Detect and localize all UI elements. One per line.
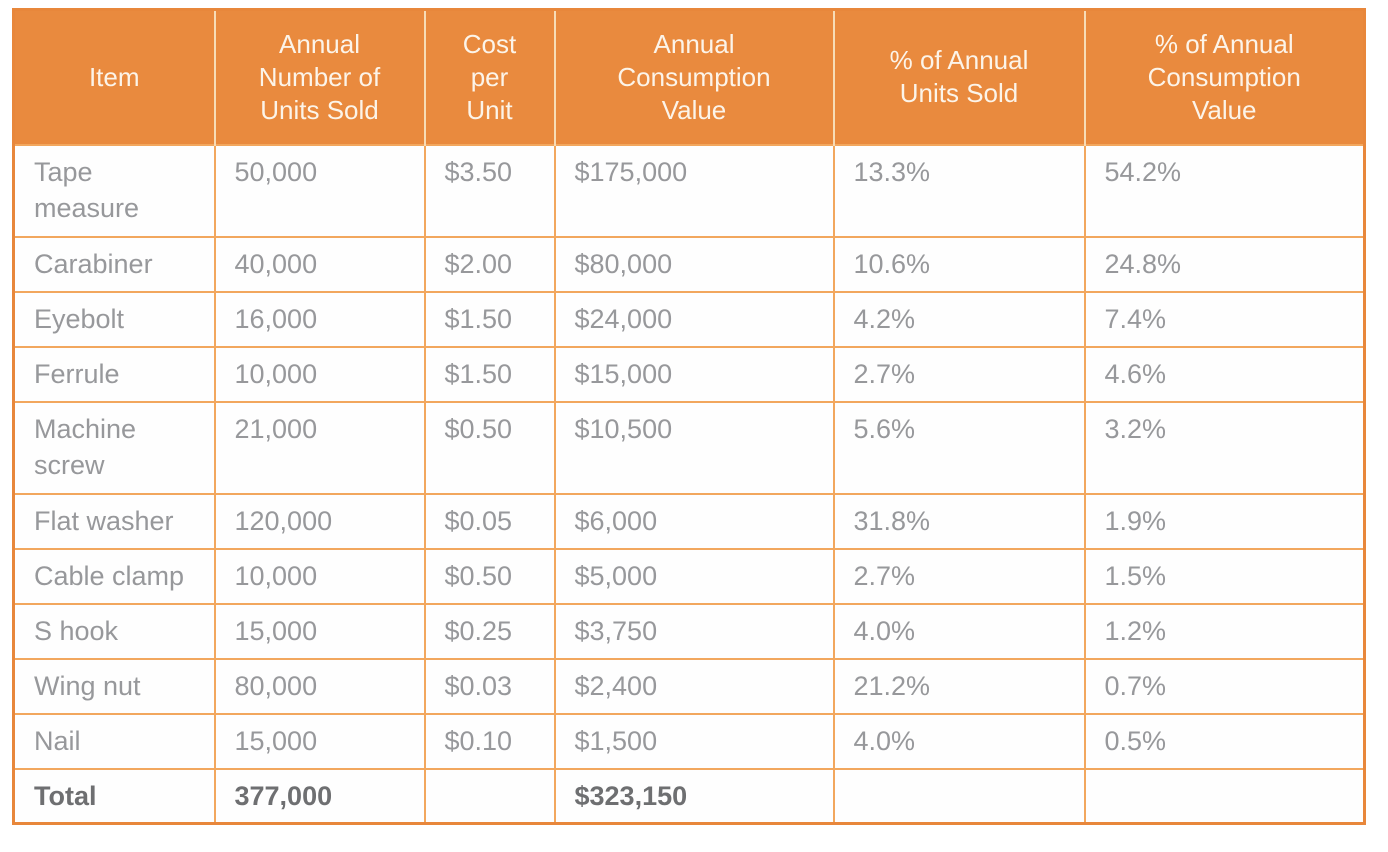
column-header-pct-annual-consumption-value: % of Annual Consumption Value (1083, 9, 1365, 145)
row-wing-nut: Wing nut 80,000 $0.03 $2,400 21.2% 0.7% (12, 657, 1366, 715)
cell-units-sold: 50,000 (213, 143, 426, 238)
cell-cost-per-unit: $0.10 (423, 712, 556, 770)
column-header-annual-units-sold: Annual Number of Units Sold (213, 9, 425, 145)
cell-item: Nail (12, 712, 216, 770)
cell-pct-units-sold: 21.2% (832, 657, 1086, 715)
cell-units-sold: 10,000 (213, 547, 426, 605)
cell-pct-consumption-value: 0.7% (1083, 657, 1366, 715)
cell-pct-consumption-value: 24.8% (1083, 235, 1366, 293)
cell-pct-consumption-value: 1.2% (1083, 602, 1366, 660)
cell-consumption-value: $5,000 (553, 547, 835, 605)
cell-pct-units-sold: 31.8% (832, 492, 1086, 550)
row-carabiner: Carabiner 40,000 $2.00 $80,000 10.6% 24.… (12, 235, 1366, 293)
cell-consumption-value: $1,500 (553, 712, 835, 770)
row-total: Total 377,000 $323,150 (12, 767, 1366, 825)
cell-pct-consumption-value: 1.5% (1083, 547, 1366, 605)
column-header-item: Item (13, 9, 215, 145)
cell-consumption-value: $6,000 (553, 492, 835, 550)
cell-total-consumption-value: $323,150 (553, 767, 835, 825)
cell-item: Wing nut (12, 657, 216, 715)
row-cable-clamp: Cable clamp 10,000 $0.50 $5,000 2.7% 1.5… (12, 547, 1366, 605)
cell-pct-consumption-value: 54.2% (1083, 143, 1366, 238)
cell-units-sold: 15,000 (213, 602, 426, 660)
cell-cost-per-unit: $2.00 (423, 235, 556, 293)
cell-cost-per-unit: $1.50 (423, 290, 556, 348)
cell-total-pct-units-sold (832, 767, 1086, 825)
table-body: Tape measure 50,000 $3.50 $175,000 13.3%… (12, 143, 1366, 825)
cell-total-label: Total (12, 767, 216, 825)
cell-item: Tape measure (12, 143, 216, 238)
table-header: Item Annual Number of Units Sold Cost pe… (13, 9, 1365, 145)
cell-item: Eyebolt (12, 290, 216, 348)
cell-consumption-value: $2,400 (553, 657, 835, 715)
cell-units-sold: 16,000 (213, 290, 426, 348)
column-header-annual-consumption-value: Annual Consumption Value (553, 9, 834, 145)
row-ferrule: Ferrule 10,000 $1.50 $15,000 2.7% 4.6% (12, 345, 1366, 403)
row-flat-washer: Flat washer 120,000 $0.05 $6,000 31.8% 1… (12, 492, 1366, 550)
cell-cost-per-unit: $0.25 (423, 602, 556, 660)
cell-pct-consumption-value: 4.6% (1083, 345, 1366, 403)
cell-item: Carabiner (12, 235, 216, 293)
cell-units-sold: 80,000 (213, 657, 426, 715)
cell-pct-units-sold: 10.6% (832, 235, 1086, 293)
cell-pct-units-sold: 2.7% (832, 345, 1086, 403)
row-eyebolt: Eyebolt 16,000 $1.50 $24,000 4.2% 7.4% (12, 290, 1366, 348)
cell-consumption-value: $80,000 (553, 235, 835, 293)
row-tape-measure: Tape measure 50,000 $3.50 $175,000 13.3%… (12, 143, 1366, 238)
cell-pct-units-sold: 13.3% (832, 143, 1086, 238)
cell-cost-per-unit: $0.03 (423, 657, 556, 715)
cell-consumption-value: $10,500 (553, 400, 835, 495)
row-nail: Nail 15,000 $0.10 $1,500 4.0% 0.5% (12, 712, 1366, 770)
cell-total-cost-per-unit (423, 767, 556, 825)
cell-pct-consumption-value: 0.5% (1083, 712, 1366, 770)
header-row: Item Annual Number of Units Sold Cost pe… (13, 9, 1365, 145)
row-s-hook: S hook 15,000 $0.25 $3,750 4.0% 1.2% (12, 602, 1366, 660)
cell-pct-consumption-value: 7.4% (1083, 290, 1366, 348)
abc-analysis-table-container: Item Annual Number of Units Sold Cost pe… (12, 8, 1366, 825)
cell-pct-units-sold: 4.2% (832, 290, 1086, 348)
cell-total-units-sold: 377,000 (213, 767, 426, 825)
cell-cost-per-unit: $1.50 (423, 345, 556, 403)
cell-consumption-value: $24,000 (553, 290, 835, 348)
cell-cost-per-unit: $3.50 (423, 143, 556, 238)
cell-pct-consumption-value: 1.9% (1083, 492, 1366, 550)
cell-pct-units-sold: 2.7% (832, 547, 1086, 605)
cell-pct-units-sold: 5.6% (832, 400, 1086, 495)
cell-consumption-value: $175,000 (553, 143, 835, 238)
cell-item: Flat washer (12, 492, 216, 550)
cell-consumption-value: $3,750 (553, 602, 835, 660)
cell-pct-units-sold: 4.0% (832, 602, 1086, 660)
cell-units-sold: 10,000 (213, 345, 426, 403)
cell-units-sold: 120,000 (213, 492, 426, 550)
abc-analysis-table: Item Annual Number of Units Sold Cost pe… (12, 8, 1366, 825)
cell-units-sold: 40,000 (213, 235, 426, 293)
cell-cost-per-unit: $0.50 (423, 547, 556, 605)
cell-item: S hook (12, 602, 216, 660)
column-header-cost-per-unit: Cost per Unit (423, 9, 555, 145)
cell-consumption-value: $15,000 (553, 345, 835, 403)
column-header-pct-annual-units-sold: % of Annual Units Sold (832, 9, 1085, 145)
cell-cost-per-unit: $0.05 (423, 492, 556, 550)
cell-pct-units-sold: 4.0% (832, 712, 1086, 770)
cell-units-sold: 15,000 (213, 712, 426, 770)
cell-units-sold: 21,000 (213, 400, 426, 495)
cell-cost-per-unit: $0.50 (423, 400, 556, 495)
cell-pct-consumption-value: 3.2% (1083, 400, 1366, 495)
cell-item: Ferrule (12, 345, 216, 403)
cell-item: Cable clamp (12, 547, 216, 605)
cell-item: Machine screw (12, 400, 216, 495)
row-machine-screw: Machine screw 21,000 $0.50 $10,500 5.6% … (12, 400, 1366, 495)
cell-total-pct-consumption-value (1083, 767, 1366, 825)
